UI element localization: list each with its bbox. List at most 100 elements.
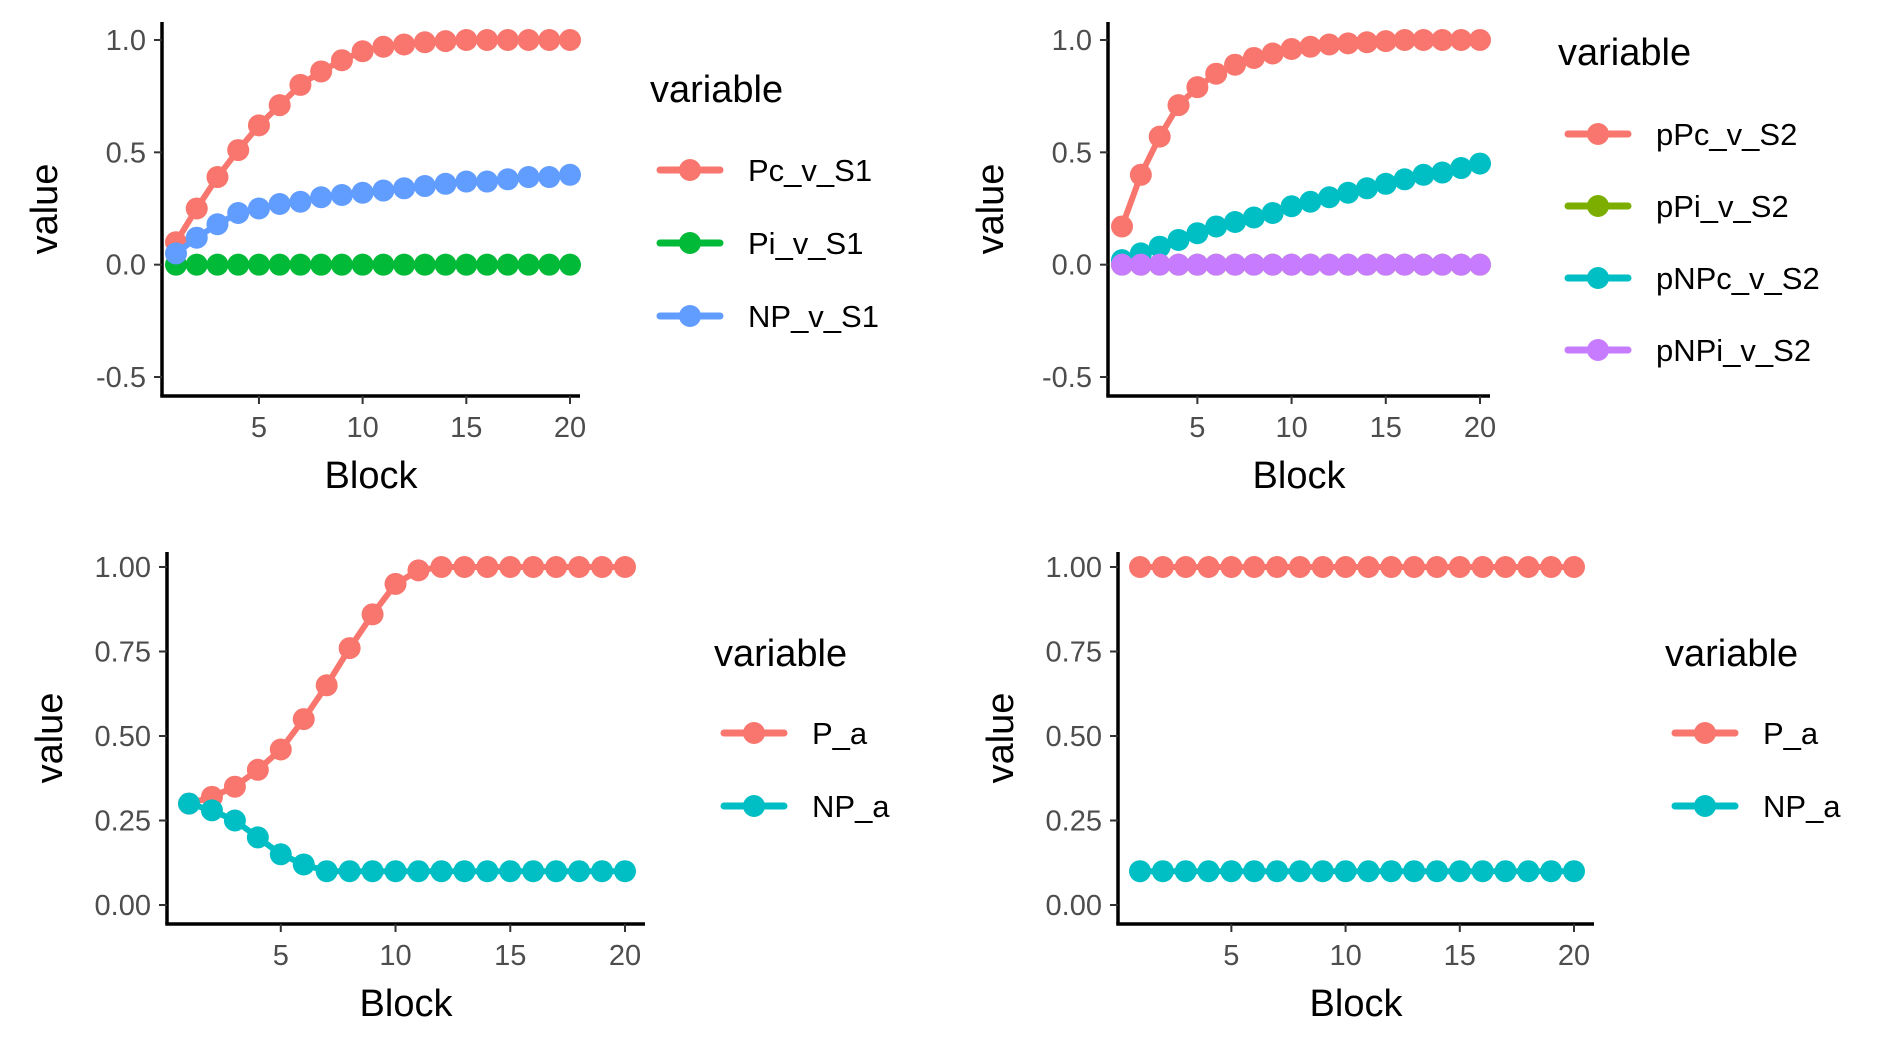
chart-panel-1: -0.5 0.0 0.5 1.0 5 10 15 20 Block value variable Pc… — [24, 22, 879, 497]
data-point — [453, 556, 476, 578]
data-point — [247, 197, 270, 220]
data-point — [614, 860, 636, 883]
data-point — [206, 253, 229, 276]
data-point — [1431, 29, 1454, 51]
data-point — [315, 860, 338, 883]
y-tick-label: 0.5 — [1052, 137, 1092, 169]
data-point — [1355, 177, 1378, 200]
data-point — [372, 253, 395, 276]
data-point — [351, 253, 374, 276]
data-point — [1450, 157, 1473, 180]
legend-label: Pc_v_S1 — [748, 153, 872, 188]
data-point — [1357, 860, 1380, 883]
data-point — [1380, 860, 1403, 883]
legend-label: NP_v_S1 — [748, 299, 879, 334]
legend: variable P_a NP_a — [1665, 633, 1841, 824]
data-point — [1242, 46, 1265, 69]
data-point — [1280, 195, 1303, 218]
data-point — [1380, 556, 1403, 578]
data-point — [1374, 172, 1397, 195]
data-point — [1450, 253, 1473, 276]
data-point — [1448, 860, 1471, 883]
data-point — [227, 139, 250, 162]
legend-title: variable — [714, 633, 847, 675]
data-point — [1266, 556, 1289, 578]
data-point — [338, 637, 361, 660]
y-tick-label: 0.00 — [95, 890, 151, 922]
data-point — [1167, 228, 1190, 251]
data-point — [538, 29, 561, 51]
legend-key-point — [1694, 722, 1716, 744]
data-point — [1224, 210, 1247, 233]
legend: variable pPc_v_S2 pPi_v_S2 pNPc_v_S2 pNPi_v_… — [1558, 32, 1820, 368]
data-point — [1299, 190, 1322, 213]
legend-label: pNPi_v_S2 — [1656, 333, 1811, 368]
data-point — [1129, 163, 1152, 186]
y-tick-label: 1.0 — [1052, 25, 1092, 57]
data-point — [522, 860, 545, 883]
y-tick-label: 0.5 — [106, 137, 146, 169]
data-point — [496, 168, 519, 191]
data-point — [476, 170, 499, 193]
legend-key-point — [1587, 123, 1609, 145]
data-point — [1174, 556, 1197, 578]
data-point — [476, 556, 499, 578]
data-point — [1186, 76, 1209, 99]
legend-label: P_a — [1763, 716, 1819, 751]
x-tick-label: 5 — [1189, 412, 1205, 444]
data-point — [1129, 556, 1151, 578]
data-point — [1148, 235, 1171, 258]
data-point — [1280, 253, 1303, 276]
data-point — [1242, 206, 1265, 229]
data-point — [517, 166, 540, 189]
data-point — [1318, 253, 1341, 276]
data-point — [407, 559, 430, 582]
data-point — [268, 94, 291, 117]
y-axis-title: value — [980, 693, 1022, 784]
y-tick-label: 0.0 — [106, 250, 146, 282]
legend-key-point — [1587, 267, 1609, 289]
data-point — [522, 556, 545, 578]
data-point — [206, 166, 229, 189]
data-point — [330, 49, 353, 72]
data-point — [393, 253, 416, 276]
legend-key-point — [1694, 795, 1716, 817]
data-point — [1174, 860, 1197, 883]
data-point — [1111, 215, 1133, 238]
data-point — [393, 33, 416, 56]
data-point — [315, 674, 338, 697]
data-point — [227, 201, 250, 224]
data-point — [517, 29, 540, 51]
data-point — [1517, 556, 1540, 578]
data-point — [1357, 556, 1380, 578]
legend-key-point — [743, 795, 765, 817]
y-tick-label: -0.5 — [1042, 362, 1092, 394]
x-tick-label: 15 — [450, 412, 482, 444]
data-point — [310, 186, 333, 209]
legend-label: pNPc_v_S2 — [1656, 261, 1820, 296]
series-NP_v_S1 — [165, 163, 581, 265]
data-point — [1540, 556, 1563, 578]
data-point — [1469, 253, 1491, 276]
x-tick-label: 15 — [1370, 412, 1402, 444]
data-point — [1280, 37, 1303, 60]
data-point — [372, 35, 395, 58]
chart-panel-3: 0.00 0.25 0.50 0.75 1.00 5 10 15 20 Block value var… — [29, 552, 890, 1025]
x-axis-title: Block — [325, 455, 419, 497]
series-pNPc_v_S2 — [1111, 152, 1491, 272]
data-point — [1471, 860, 1494, 883]
series-P_a — [1129, 556, 1585, 578]
data-point — [455, 253, 478, 276]
data-point — [476, 253, 499, 276]
x-tick-label: 15 — [1444, 940, 1476, 972]
series-Pi_v_S1 — [165, 253, 581, 276]
x-tick-label: 10 — [1275, 412, 1307, 444]
data-point — [1318, 33, 1341, 56]
x-tick-label: 10 — [346, 412, 378, 444]
data-point — [1261, 42, 1284, 65]
data-point — [338, 860, 361, 883]
y-axis-title: value — [970, 164, 1012, 255]
data-point — [372, 179, 395, 202]
data-point — [496, 29, 519, 51]
data-point — [351, 181, 374, 204]
